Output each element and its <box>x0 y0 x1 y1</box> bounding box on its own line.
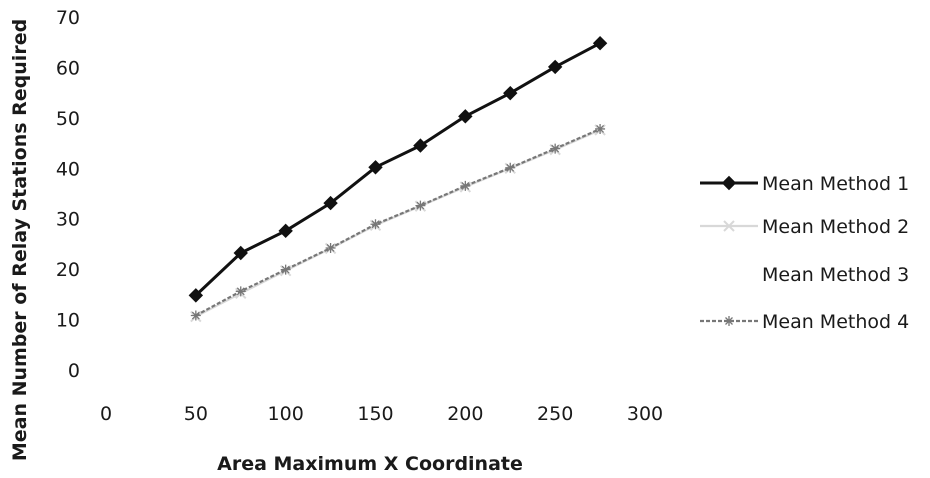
series-2 <box>190 124 606 323</box>
data-point <box>323 195 338 211</box>
data-point <box>503 85 518 101</box>
x-tick-label: 0 <box>100 403 112 425</box>
x-axis-ticks: 0 50 100 150 200 250 300 <box>100 403 663 425</box>
x-tick-label: 150 <box>357 403 393 425</box>
y-axis-title: Mean Number of Relay Stations Required <box>9 19 31 461</box>
series-lines <box>188 36 608 323</box>
y-tick-label: 0 <box>68 360 80 382</box>
legend-item: Mean Method 3 <box>700 264 909 286</box>
legend-label: Mean Method 3 <box>762 264 909 286</box>
y-tick-label: 20 <box>56 259 80 281</box>
data-point <box>550 143 561 154</box>
legend: Mean Method 1 Mean Method 2 Mean Method 3 M… <box>700 173 909 333</box>
x-tick-label: 250 <box>537 403 573 425</box>
data-point <box>592 36 608 51</box>
x-axis-title: Area Maximum X Coordinate <box>217 453 523 475</box>
series-1 <box>188 36 608 303</box>
data-point <box>278 223 293 239</box>
data-point <box>460 180 471 191</box>
legend-marker <box>723 220 735 232</box>
data-point <box>415 200 426 211</box>
legend-label: Mean Method 2 <box>762 216 909 238</box>
data-point <box>547 59 563 75</box>
y-tick-label: 70 <box>56 7 80 29</box>
legend-item: Mean Method 4 <box>700 311 909 333</box>
y-axis-ticks: 0 10 20 30 40 50 60 70 <box>56 7 80 382</box>
data-point <box>325 242 336 253</box>
x-tick-label: 300 <box>627 403 663 425</box>
data-point <box>368 160 383 175</box>
data-point <box>233 245 248 261</box>
legend-label: Mean Method 4 <box>762 311 909 333</box>
data-point <box>505 162 516 173</box>
x-tick-label: 50 <box>184 403 208 425</box>
series-4 <box>190 123 606 321</box>
legend-item: Mean Method 1 <box>700 173 909 195</box>
legend-item: Mean Method 2 <box>700 216 909 238</box>
y-tick-label: 10 <box>56 310 80 332</box>
data-point <box>188 288 204 303</box>
legend-label: Mean Method 1 <box>762 173 909 195</box>
y-tick-label: 30 <box>56 209 80 231</box>
data-point <box>458 109 473 124</box>
x-tick-label: 200 <box>447 403 483 425</box>
data-point <box>595 123 606 134</box>
data-point <box>280 264 291 275</box>
series-line <box>194 41 601 297</box>
legend-marker <box>721 175 737 191</box>
legend-marker <box>724 316 734 326</box>
x-tick-label: 100 <box>268 403 304 425</box>
data-point <box>413 138 428 153</box>
series-line <box>195 127 601 317</box>
y-tick-label: 40 <box>56 158 80 180</box>
y-tick-label: 50 <box>56 108 80 130</box>
y-tick-label: 60 <box>56 57 80 79</box>
data-point <box>235 286 246 297</box>
data-point <box>370 219 381 230</box>
data-point <box>190 310 201 321</box>
